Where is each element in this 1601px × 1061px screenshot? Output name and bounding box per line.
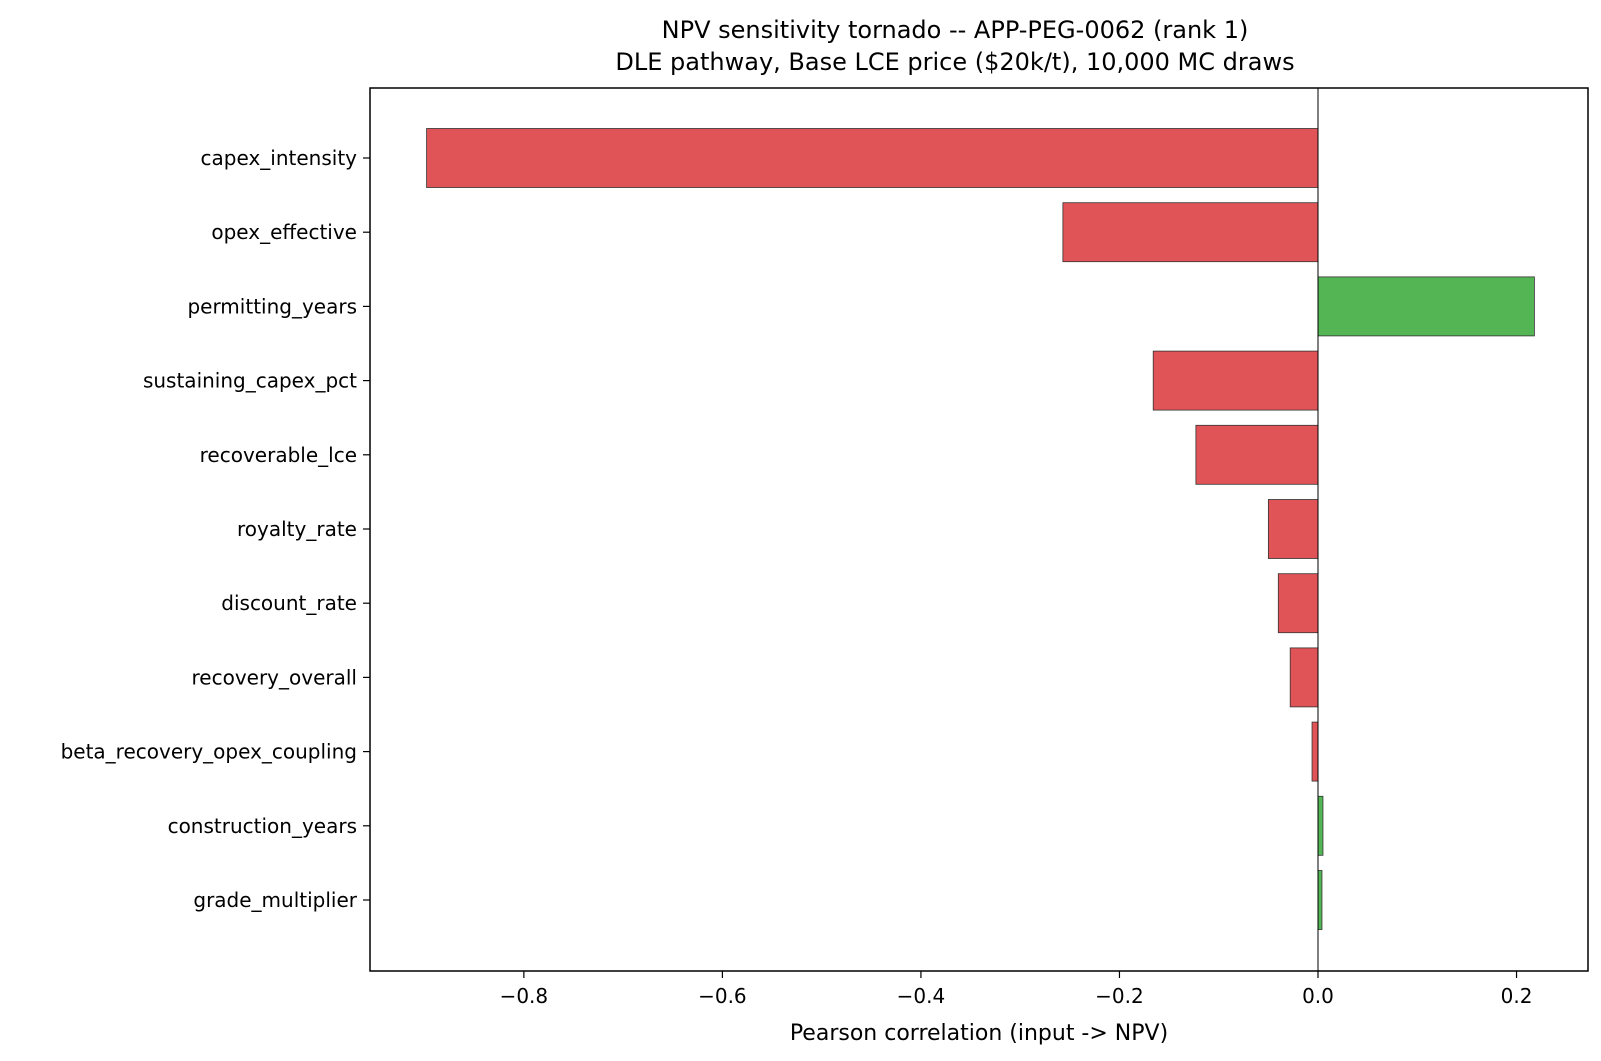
y-tick-label-sustaining_capex_pct: sustaining_capex_pct xyxy=(143,369,357,393)
bar-discount_rate xyxy=(1277,573,1319,634)
y-axis-ticks: capex_intensity opex_effective permitting_… xyxy=(61,146,370,912)
bar-permitting_years xyxy=(1317,276,1535,337)
x-tick-label-4: 0.0 xyxy=(1302,984,1334,1008)
bar-construction_years xyxy=(1317,795,1324,856)
y-tick-label-construction_years: construction_years xyxy=(168,814,357,838)
chart-subtitle: DLE pathway, Base LCE price ($20k/t), 10… xyxy=(615,48,1294,76)
bar-sustaining_capex_pct xyxy=(1152,350,1319,411)
y-tick-label-discount_rate: discount_rate xyxy=(221,591,357,615)
x-axis-label: Pearson correlation (input -> NPV) xyxy=(790,1021,1168,1046)
bar-royalty_rate xyxy=(1267,499,1319,559)
x-tick-label-2: −0.4 xyxy=(897,984,946,1008)
y-tick-label-recovery_overall: recovery_overall xyxy=(192,665,358,689)
y-tick-label-recoverable_lce: recoverable_lce xyxy=(200,443,357,467)
x-tick-label-1: −0.6 xyxy=(698,984,747,1008)
bar-beta_recovery_opex_coupling xyxy=(1311,721,1319,782)
plot-frame xyxy=(369,87,1589,972)
y-tick-label-opex_effective: opex_effective xyxy=(211,220,357,244)
bar-grade_multiplier xyxy=(1317,870,1323,930)
x-axis-ticks: −0.8 −0.6 −0.4 −0.2 0.0 0.2 xyxy=(500,971,1533,1008)
y-tick-label-grade_multiplier: grade_multiplier xyxy=(193,888,357,912)
bars-layer xyxy=(426,128,1535,930)
x-tick-label-0: −0.8 xyxy=(500,984,549,1008)
y-tick-label-permitting_years: permitting_years xyxy=(187,294,357,318)
y-tick-label-capex_intensity: capex_intensity xyxy=(201,146,358,170)
bar-recoverable_lce xyxy=(1195,424,1319,485)
bar-opex_effective xyxy=(1062,202,1319,263)
y-tick-label-beta_recovery_opex_coupling: beta_recovery_opex_coupling xyxy=(61,740,357,764)
bar-capex_intensity xyxy=(426,128,1319,188)
bar-recovery_overall xyxy=(1289,647,1319,708)
x-tick-label-3: −0.2 xyxy=(1095,984,1144,1008)
x-tick-label-5: 0.2 xyxy=(1501,984,1533,1008)
chart-title: NPV sensitivity tornado -- APP-PEG-0062 … xyxy=(662,16,1249,44)
y-tick-label-royalty_rate: royalty_rate xyxy=(237,517,357,541)
